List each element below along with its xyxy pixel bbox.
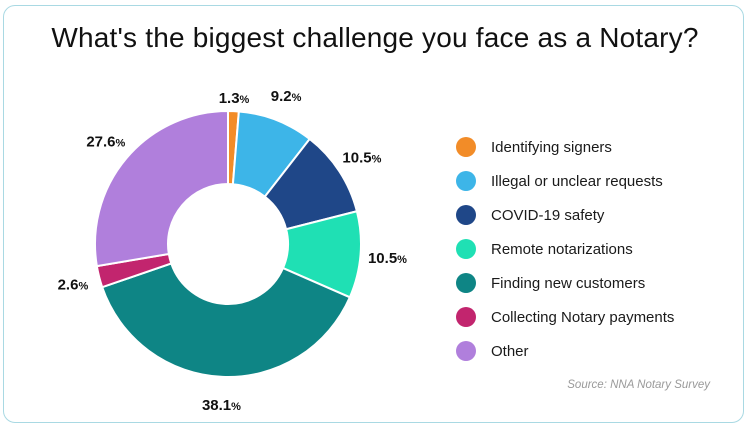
value-label-finding-new-customers: 38.1% [202, 397, 241, 414]
legend-item-illegal-or-unclear-requests: Illegal or unclear requests [456, 164, 674, 198]
legend-label: COVID-19 safety [491, 206, 605, 224]
legend-item-remote-notarizations: Remote notarizations [456, 232, 674, 266]
value-label-other: 27.6% [86, 134, 125, 151]
legend-item-other: Other [456, 334, 674, 368]
legend-label: Other [491, 342, 529, 360]
legend-swatch [456, 341, 476, 361]
legend-label: Finding new customers [491, 274, 646, 292]
legend-item-identifying-signers: Identifying signers [456, 130, 674, 164]
chart-title: What's the biggest challenge you face as… [51, 22, 699, 53]
legend-item-covid-19-safety: COVID-19 safety [456, 198, 674, 232]
value-label-identifying-signers: 1.3% [219, 90, 250, 107]
legend-item-finding-new-customers: Finding new customers [456, 266, 674, 300]
value-label-covid-19-safety: 10.5% [342, 149, 381, 166]
slice-other [94, 109, 229, 268]
legend-label: Collecting Notary payments [491, 308, 675, 326]
legend-item-collecting-notary-payments: Collecting Notary payments [456, 300, 674, 334]
value-label-remote-notarizations: 10.5% [368, 250, 407, 267]
legend-swatch [456, 239, 476, 259]
value-label-collecting-notary-payments: 2.6% [58, 276, 89, 293]
slice-finding-new-customers [100, 262, 352, 378]
legend-swatch [456, 171, 476, 191]
legend-swatch [456, 273, 476, 293]
source-note: Source: NNA Notary Survey [567, 379, 710, 391]
legend-swatch [456, 137, 476, 157]
legend-label: Illegal or unclear requests [491, 172, 663, 190]
value-label-illegal-or-unclear-requests: 9.2% [271, 88, 302, 105]
chart-legend: Identifying signers Illegal or unclear re… [456, 130, 674, 368]
legend-swatch [456, 205, 476, 225]
legend-swatch [456, 307, 476, 327]
legend-label: Identifying signers [491, 138, 612, 156]
legend-label: Remote notarizations [491, 240, 633, 258]
